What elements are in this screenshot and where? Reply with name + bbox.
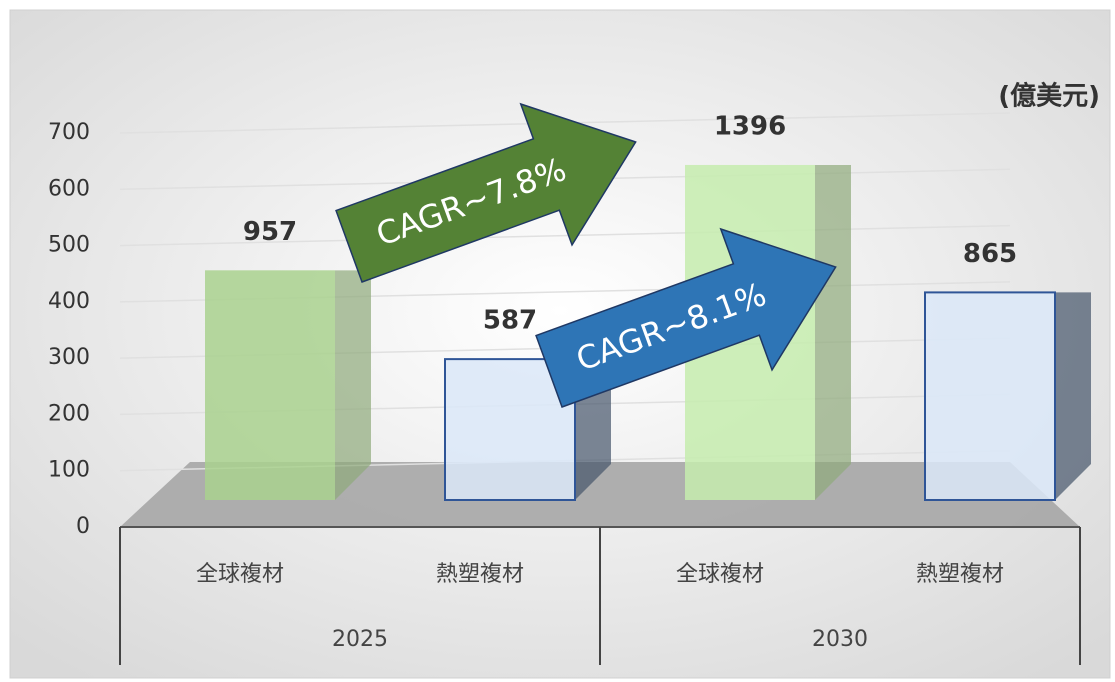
- bar-side: [815, 164, 851, 500]
- value-label: 1396: [714, 111, 786, 141]
- unit-label: (億美元): [998, 81, 1100, 112]
- bar: [924, 291, 1091, 501]
- grid-line: [119, 224, 1011, 247]
- x-tick-label: 熱塑複材: [436, 562, 524, 587]
- bar: [205, 270, 371, 500]
- x-tick-label: 熱塑複材: [916, 562, 1004, 587]
- y-tick-label: 500: [48, 233, 90, 258]
- bar-front: [924, 291, 1056, 501]
- arrow-shape: [335, 102, 637, 283]
- y-tick-label: 700: [48, 120, 90, 145]
- bar-side: [335, 270, 371, 500]
- arrow-shape: [535, 227, 837, 408]
- value-label: 865: [963, 239, 1017, 269]
- y-tick-label: 200: [48, 401, 90, 426]
- value-label: 957: [243, 217, 297, 247]
- floor: [120, 462, 1080, 527]
- y-tick-label: 300: [48, 345, 90, 370]
- y-tick-label: 100: [48, 458, 90, 483]
- y-tick-label: 0: [76, 514, 90, 539]
- y-tick-label: 400: [48, 289, 90, 314]
- bar-side: [1055, 292, 1091, 500]
- bar-front: [205, 270, 335, 500]
- x-tick-label: 全球複材: [196, 562, 284, 587]
- group-label: 2025: [332, 627, 388, 652]
- group-label: 2030: [812, 627, 868, 652]
- x-tick-label: 全球複材: [676, 562, 764, 587]
- y-tick-label: 600: [48, 176, 90, 201]
- value-label: 587: [483, 306, 537, 336]
